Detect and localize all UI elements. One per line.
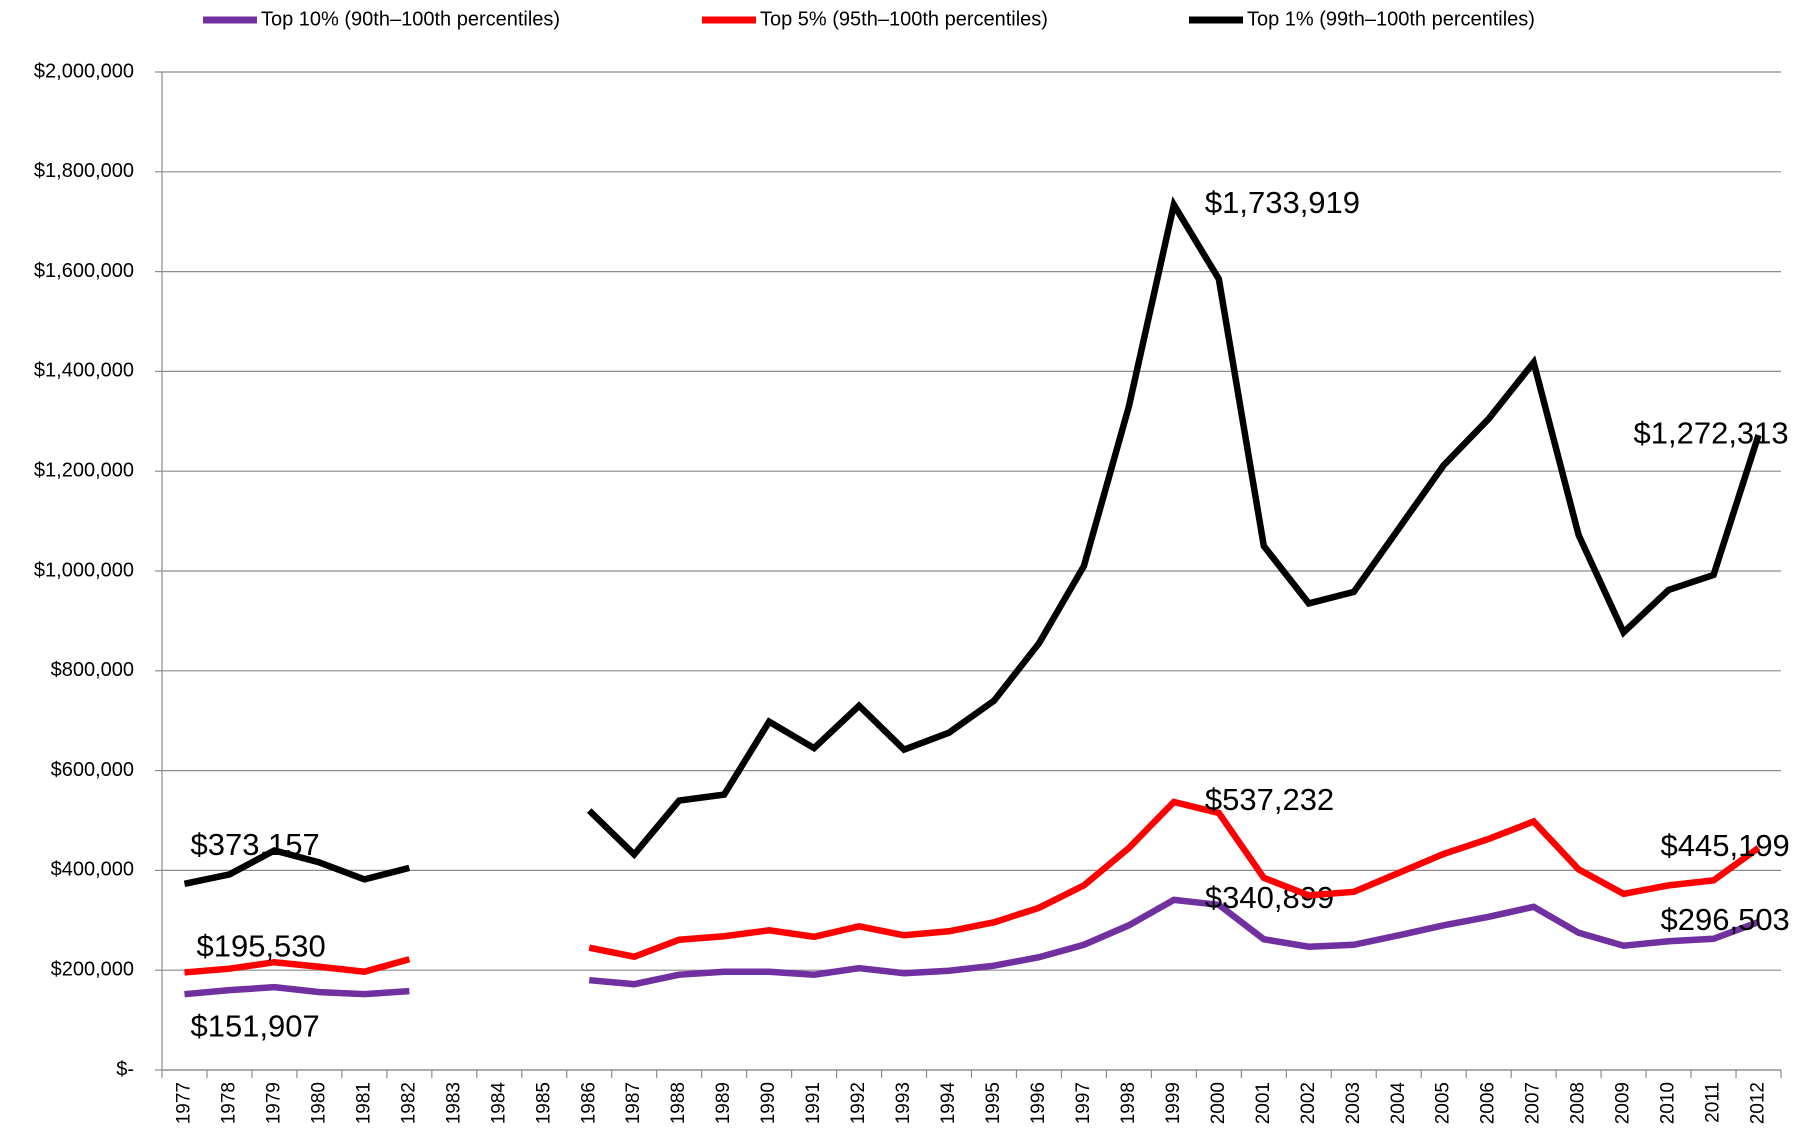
y-tick-label: $2,000,000	[34, 60, 134, 82]
series-line	[184, 896, 1760, 998]
y-tick-label: $-	[116, 1058, 134, 1080]
data-label: $296,503	[1661, 902, 1790, 937]
x-tick-label: 1978	[218, 1082, 239, 1124]
y-tick-label: $1,800,000	[34, 160, 134, 182]
x-tick-label: 1984	[488, 1082, 509, 1125]
x-tick-label: 1980	[308, 1082, 329, 1124]
x-tick-label: 1983	[443, 1082, 464, 1124]
data-label: $195,530	[196, 929, 325, 964]
x-tick-label: 2006	[1478, 1082, 1499, 1124]
x-tick-label: 2011	[1703, 1082, 1724, 1123]
x-tick-label: 2012	[1748, 1082, 1769, 1124]
data-label: $1,272,313	[1634, 415, 1789, 450]
x-tick-label: 1989	[713, 1082, 734, 1124]
series-line	[184, 798, 1761, 976]
x-tick-label: 1990	[758, 1082, 779, 1124]
x-tick-label: 1996	[1028, 1082, 1049, 1124]
x-tick-label: 2002	[1298, 1082, 1319, 1124]
y-tick-label: $800,000	[51, 659, 134, 681]
y-tick-label: $1,600,000	[34, 260, 134, 282]
x-tick-label: 1997	[1073, 1082, 1094, 1124]
data-label: $151,907	[190, 1008, 319, 1043]
x-tick-label: 2010	[1658, 1082, 1679, 1124]
x-tick-label: 1979	[263, 1082, 284, 1124]
x-tick-label: 1985	[533, 1082, 554, 1124]
y-tick-label: $1,400,000	[34, 360, 134, 382]
x-tick-label: 1991	[803, 1082, 824, 1124]
x-tick-label: 1995	[983, 1082, 1004, 1124]
x-tick-label: 1981	[353, 1082, 374, 1124]
legend-label: Top 10% (90th–100th percentiles)	[261, 8, 560, 30]
x-tick-label: 1993	[893, 1082, 914, 1124]
x-tick-label: 1986	[578, 1082, 599, 1124]
x-tick-label: 2000	[1208, 1082, 1229, 1124]
x-tick-label: 2001	[1253, 1082, 1274, 1124]
x-tick-label: 1988	[668, 1082, 689, 1124]
y-tick-label: $600,000	[51, 759, 134, 781]
y-tick-label: $400,000	[51, 859, 134, 881]
legend-label: Top 1% (99th–100th percentiles)	[1247, 8, 1535, 30]
data-label: $445,199	[1661, 828, 1790, 863]
x-tick-label: 1987	[623, 1082, 644, 1124]
x-tick-label: 1992	[848, 1082, 869, 1124]
x-tick-label: 2003	[1343, 1082, 1364, 1124]
x-tick-label: 2009	[1613, 1082, 1634, 1124]
x-tick-label: 1982	[398, 1082, 419, 1124]
data-label: $537,232	[1205, 782, 1334, 817]
x-tick-label: 1999	[1163, 1082, 1184, 1124]
x-tick-label: 2005	[1433, 1082, 1454, 1124]
y-tick-label: $1,000,000	[34, 559, 134, 581]
x-tick-label: 2007	[1523, 1082, 1544, 1124]
series-line	[183, 196, 1762, 887]
data-label: $373,157	[190, 827, 319, 862]
data-label: $1,733,919	[1205, 185, 1360, 220]
x-tick-label: 2004	[1388, 1082, 1409, 1125]
x-tick-label: 2008	[1568, 1082, 1589, 1124]
x-tick-label: 1998	[1118, 1082, 1139, 1124]
x-tick-label: 1994	[938, 1082, 959, 1125]
y-tick-label: $200,000	[51, 958, 134, 980]
legend-label: Top 5% (95th–100th percentiles)	[760, 8, 1048, 30]
y-tick-label: $1,200,000	[34, 459, 134, 481]
x-tick-label: 1977	[174, 1082, 195, 1124]
